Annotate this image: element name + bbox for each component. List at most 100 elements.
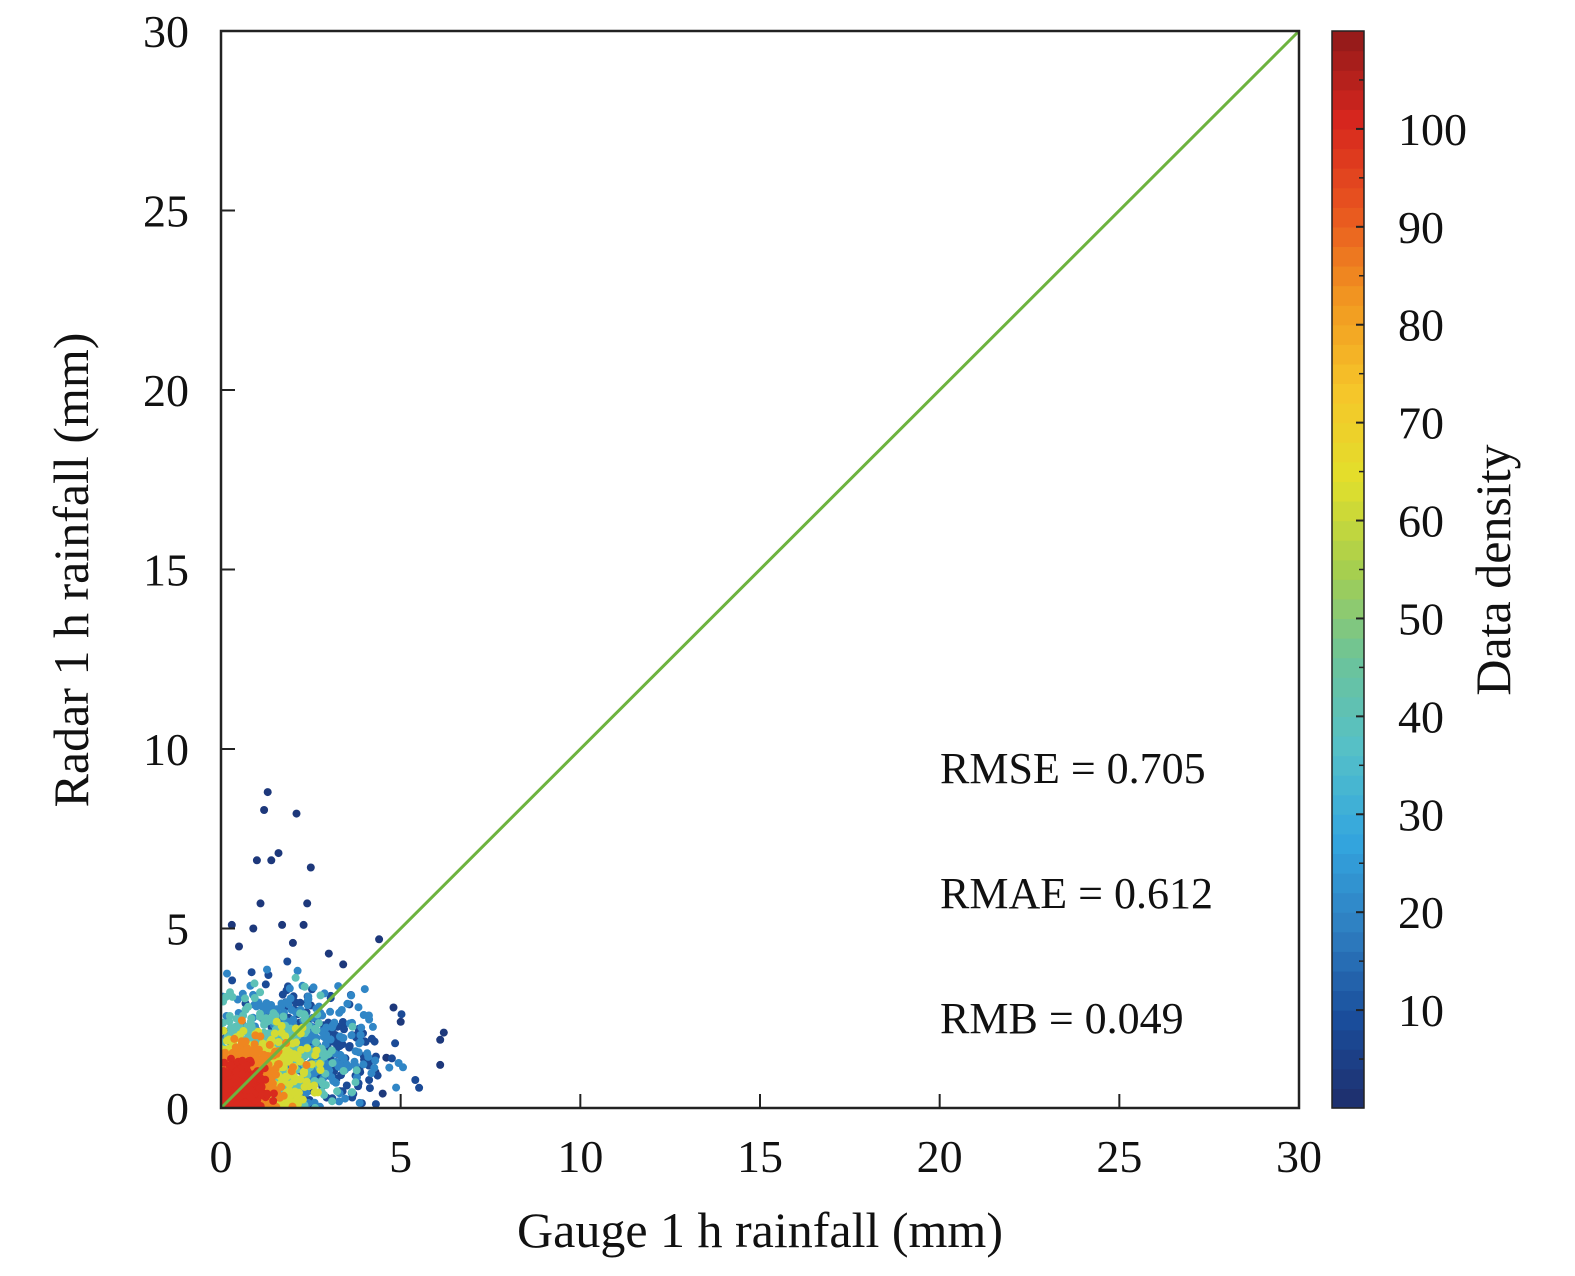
- data-point: [322, 1023, 331, 1032]
- data-point: [221, 1089, 228, 1098]
- data-point: [298, 1095, 307, 1104]
- colorbar-ticks: 10 20 30 40 50 60 70 80 90 100: [1356, 79, 1467, 1060]
- data-point: [371, 1056, 380, 1065]
- data-point: [277, 1082, 286, 1091]
- data-point: [289, 1015, 298, 1024]
- data-point: [351, 1047, 360, 1056]
- data-point: [221, 1026, 228, 1035]
- data-point: [316, 991, 325, 1000]
- x-tick-label: 10: [557, 1131, 603, 1182]
- colorbar-segment: [1332, 481, 1364, 502]
- data-point: [257, 1075, 266, 1084]
- colorbar-segment: [1332, 70, 1364, 91]
- x-tick-label: 0: [210, 1131, 233, 1182]
- data-point: [221, 1018, 228, 1027]
- data-point: [365, 1015, 374, 1024]
- data-point: [227, 920, 236, 929]
- data-point: [262, 999, 271, 1008]
- data-point: [328, 1097, 337, 1106]
- data-point: [347, 991, 356, 1000]
- data-point: [263, 788, 272, 797]
- data-point: [290, 1087, 299, 1096]
- colorbar-segment: [1332, 207, 1364, 228]
- data-point: [373, 1071, 382, 1080]
- data-point: [415, 1083, 424, 1092]
- data-point: [241, 1098, 250, 1107]
- data-point: [365, 1076, 374, 1084]
- colorbar-segment: [1332, 579, 1364, 600]
- colorbar-tick-label: 20: [1398, 887, 1444, 938]
- y-tick-label: 15: [143, 545, 189, 596]
- data-point: [314, 1019, 323, 1028]
- x-tick-label: 20: [917, 1131, 963, 1182]
- colorbar-tick-label: 40: [1398, 691, 1444, 742]
- x-tick-label: 15: [737, 1131, 783, 1182]
- data-point: [324, 949, 333, 958]
- data-point: [287, 1067, 296, 1076]
- colorbar-segment: [1332, 794, 1364, 815]
- data-point: [305, 1082, 313, 1091]
- colorbar-segment: [1332, 990, 1364, 1011]
- data-point: [299, 920, 308, 929]
- data-point: [297, 1045, 306, 1054]
- data-point: [261, 980, 270, 989]
- colorbar-segment: [1332, 618, 1364, 639]
- data-point: [368, 1022, 377, 1031]
- data-point: [271, 1011, 280, 1020]
- data-point: [367, 1034, 376, 1043]
- colorbar-segment: [1332, 363, 1364, 385]
- data-point: [230, 1034, 239, 1043]
- data-point: [260, 1020, 269, 1029]
- data-point: [356, 1031, 365, 1040]
- data-point: [255, 1101, 264, 1108]
- data-point: [274, 1060, 283, 1068]
- y-tick-label: 5: [166, 904, 189, 955]
- colorbar-segment: [1332, 1029, 1364, 1050]
- x-tick-label: 5: [389, 1131, 412, 1182]
- data-point: [227, 1054, 235, 1063]
- data-point: [235, 1092, 244, 1100]
- colorbar-tick-label: 50: [1398, 593, 1444, 644]
- colorbar-segment: [1332, 109, 1364, 130]
- data-point: [310, 1088, 319, 1097]
- y-tick-label: 10: [143, 724, 189, 775]
- data-point: [375, 935, 384, 944]
- data-point: [436, 1060, 445, 1069]
- data-point: [256, 988, 265, 997]
- data-point: [343, 999, 352, 1008]
- colorbar-segment: [1332, 50, 1364, 71]
- data-point: [221, 1058, 229, 1067]
- x-tick-label: 30: [1276, 1131, 1322, 1182]
- data-point: [303, 899, 312, 908]
- colorbar-segment: [1332, 657, 1364, 678]
- data-point: [274, 1038, 283, 1046]
- data-point: [348, 1022, 357, 1031]
- data-point: [347, 1031, 356, 1040]
- data-point: [391, 1039, 400, 1048]
- rmae-annotation: RMAE = 0.612: [940, 869, 1213, 918]
- data-point: [284, 1055, 293, 1064]
- colorbar-segment: [1332, 148, 1364, 169]
- data-point: [335, 1042, 344, 1051]
- data-point: [354, 1003, 363, 1012]
- colorbar-tick-label: 30: [1398, 789, 1444, 840]
- data-point: [338, 1034, 347, 1043]
- data-point: [250, 979, 259, 988]
- colorbar-segment: [1332, 833, 1364, 855]
- data-point: [359, 1011, 368, 1019]
- data-point: [257, 1083, 266, 1091]
- colorbar-segment: [1332, 305, 1364, 326]
- data-point: [288, 938, 297, 947]
- data-point: [247, 1022, 256, 1031]
- data-point: [385, 1063, 394, 1072]
- data-point: [304, 995, 313, 1004]
- y-tick-label: 25: [143, 186, 189, 237]
- colorbar-segment: [1332, 168, 1364, 189]
- data-point: [247, 968, 256, 977]
- data-point: [360, 985, 369, 994]
- colorbar-segment: [1332, 951, 1364, 972]
- x-axis-title: Gauge 1 h rainfall (mm): [517, 1202, 1003, 1258]
- data-point: [233, 1100, 241, 1108]
- data-point: [333, 1087, 342, 1096]
- colorbar-segment: [1332, 559, 1364, 580]
